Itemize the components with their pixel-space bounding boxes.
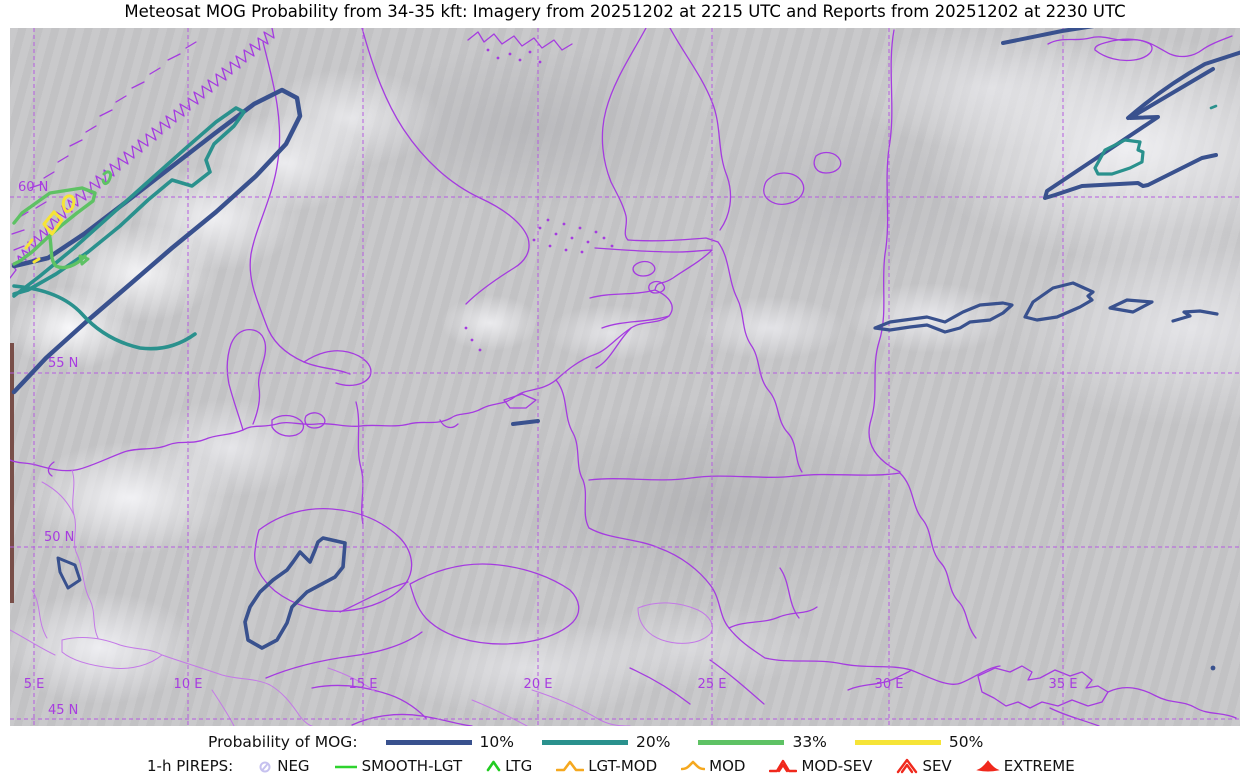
lon-label-5e: 5 E <box>24 677 45 692</box>
legend-item-33pct: 33% <box>698 733 827 751</box>
extreme-icon <box>975 760 1000 772</box>
legend-item-label: SMOOTH-LGT <box>361 757 463 775</box>
legend-pireps: 1-h PIREPS: NEG SMOOTH-LGT LTG LGT-M <box>147 757 1075 775</box>
legend-probability: Probability of MOG: 10% 20% 33% 50% <box>208 733 983 751</box>
contour-33pct-swatch <box>698 739 785 745</box>
legend-item-10pct: 10% <box>385 733 514 751</box>
map-overlay-svg: 60 N 55 N 50 N 45 N 5 E 10 E 15 E 20 E 2… <box>10 28 1240 726</box>
lon-label-10e: 10 E <box>174 677 203 692</box>
legend-item-label: MOD <box>709 757 746 775</box>
country-borders <box>10 28 1237 726</box>
legend-item-label: EXTREME <box>1003 757 1075 775</box>
legend-item-label: 20% <box>636 733 671 751</box>
contour-33pct <box>12 170 112 270</box>
lat-label-50n: 50 N <box>44 530 74 545</box>
legend-item-label: 50% <box>948 733 984 751</box>
legend-pireps-label: 1-h PIREPS: <box>147 757 234 775</box>
legend-probability-label: Probability of MOG: <box>208 733 358 751</box>
lon-label-15e: 15 E <box>349 677 378 692</box>
smooth-lgt-icon <box>334 765 357 769</box>
lgt-mod-icon <box>556 760 585 772</box>
mog-contours <box>11 28 1240 671</box>
neg-icon <box>259 761 271 773</box>
lon-label-20e: 20 E <box>524 677 553 692</box>
legend-item-neg: NEG <box>257 757 310 775</box>
legend-item-label: LGT-MOD <box>588 757 658 775</box>
imagery-edge-artifact <box>10 343 14 603</box>
page-title: Meteosat MOG Probability from 34-35 kft:… <box>124 2 1126 21</box>
legend-item-label: LTG <box>505 757 533 775</box>
legend-item-mod: MOD <box>681 757 745 775</box>
archipelago-speckles <box>464 48 614 352</box>
ltg-icon <box>486 760 501 772</box>
legend-item-label: SEV <box>922 757 952 775</box>
mod-icon <box>681 760 706 771</box>
legend-item-50pct: 50% <box>854 733 984 751</box>
grid-labels: 60 N 55 N 50 N 45 N 5 E 10 E 15 E 20 E 2… <box>18 180 1077 718</box>
mod-sev-icon <box>769 759 798 773</box>
lon-label-35e: 35 E <box>1049 677 1078 692</box>
lat-label-60n: 60 N <box>18 180 48 195</box>
contour-10pct-swatch <box>385 739 472 745</box>
sev-icon <box>897 758 918 774</box>
lon-label-30e: 30 E <box>875 677 904 692</box>
legend-item-sev: SEV <box>896 757 952 775</box>
legend-item-lgt-mod: LGT-MOD <box>556 757 657 775</box>
lat-label-55n: 55 N <box>48 356 78 371</box>
legend-item-smooth-lgt: SMOOTH-LGT <box>334 757 463 775</box>
lat-label-45n: 45 N <box>48 703 78 718</box>
legend-item-20pct: 20% <box>542 733 670 751</box>
legend-item-label: NEG <box>277 757 310 775</box>
lon-label-25e: 25 E <box>698 677 727 692</box>
legend-item-label: MOD-SEV <box>801 757 873 775</box>
legend-item-label: 10% <box>479 733 514 751</box>
contour-20pct <box>12 104 1218 351</box>
legend-item-extreme: EXTREME <box>975 757 1075 775</box>
grid-lines <box>10 28 1240 726</box>
legend-item-label: 33% <box>792 733 827 751</box>
contour-50pct <box>24 194 76 264</box>
contour-20pct-swatch <box>542 739 628 745</box>
country-borders-light <box>10 469 713 726</box>
contour-50pct-swatch <box>854 739 941 745</box>
satellite-map: 60 N 55 N 50 N 45 N 5 E 10 E 15 E 20 E 2… <box>10 28 1240 726</box>
legend-item-ltg: LTG <box>486 757 532 775</box>
legend-item-mod-sev: MOD-SEV <box>769 757 872 775</box>
contour-10pct <box>11 28 1240 671</box>
